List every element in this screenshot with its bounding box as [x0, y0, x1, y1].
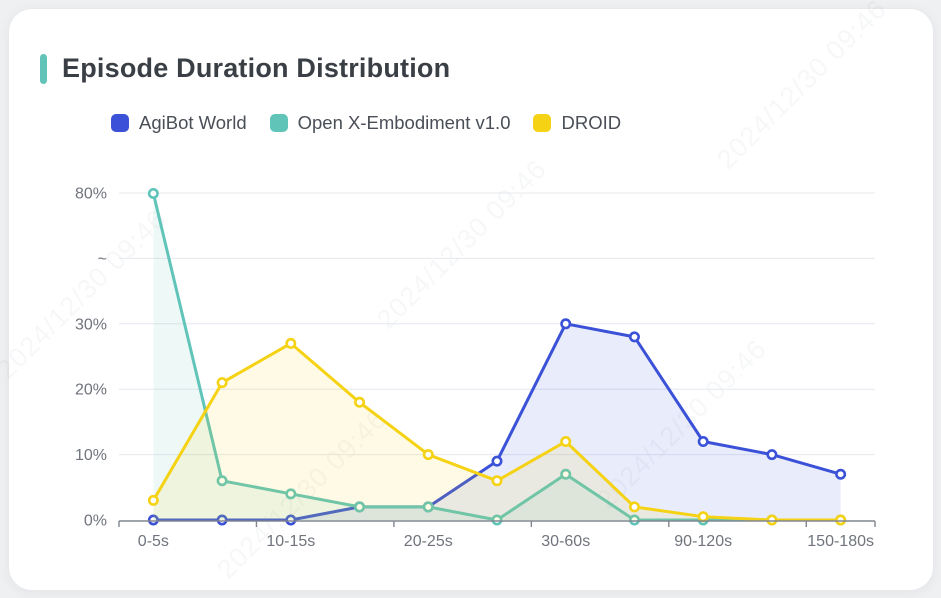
data-point-open-x-embodiment-v1-0-1[interactable]	[216, 475, 228, 487]
x-axis-label: 0-5s	[138, 533, 169, 550]
data-point-open-x-embodiment-v1-0-2[interactable]	[285, 488, 297, 500]
data-point-droid-1[interactable]	[216, 377, 228, 389]
data-point-open-x-embodiment-v1-0-5[interactable]	[491, 514, 503, 526]
data-point-open-x-embodiment-v1-0-7[interactable]	[628, 514, 640, 526]
series-area-droid	[153, 343, 841, 520]
y-axis-label: 20%	[75, 382, 107, 399]
data-point-agibot-world-2[interactable]	[285, 514, 297, 526]
y-axis-label: 10%	[75, 447, 107, 464]
data-point-droid-9[interactable]	[766, 514, 778, 526]
data-point-agibot-world-10[interactable]	[835, 468, 847, 480]
x-axis-label: 30-60s	[541, 533, 590, 550]
x-axis-label: 20-25s	[404, 533, 453, 550]
data-point-droid-2[interactable]	[285, 337, 297, 349]
x-axis	[118, 520, 876, 527]
data-point-agibot-world-9[interactable]	[766, 449, 778, 461]
data-point-open-x-embodiment-v1-0-0[interactable]	[147, 187, 159, 199]
data-point-droid-3[interactable]	[354, 396, 366, 408]
chart-header: Episode Duration Distribution	[40, 53, 450, 84]
chart-legend: AgiBot World Open X-Embodiment v1.0 DROI…	[111, 112, 621, 134]
data-point-droid-5[interactable]	[491, 475, 503, 487]
page-title: Episode Duration Distribution	[62, 53, 451, 83]
data-point-droid-8[interactable]	[697, 511, 709, 523]
data-point-open-x-embodiment-v1-0-3[interactable]	[354, 501, 366, 513]
data-point-droid-10[interactable]	[835, 514, 847, 526]
y-axis-label: 80%	[75, 186, 107, 203]
legend-item-agibot-world[interactable]: AgiBot World	[111, 112, 247, 134]
y-axis-label: ~	[98, 251, 107, 268]
title-accent-bar	[40, 53, 47, 84]
data-point-droid-6[interactable]	[560, 436, 572, 448]
data-point-droid-4[interactable]	[422, 449, 434, 461]
legend-swatch-droid	[533, 114, 552, 132]
series-area-open-x-embodiment-v1-0	[153, 193, 841, 520]
x-axis-label: 90-120s	[674, 533, 732, 550]
data-point-open-x-embodiment-v1-0-4[interactable]	[422, 501, 434, 513]
x-axis-label: 150-180s	[807, 533, 874, 550]
x-axis-label: 10-15s	[266, 533, 315, 550]
legend-swatch-agibot-world	[111, 114, 129, 132]
data-point-droid-0[interactable]	[147, 494, 159, 506]
data-point-agibot-world-6[interactable]	[560, 318, 572, 330]
legend-swatch-open-x-embodiment	[269, 114, 288, 132]
y-axis-label: 30%	[75, 316, 107, 333]
series-droid	[147, 337, 847, 526]
data-point-droid-7[interactable]	[628, 501, 640, 513]
data-point-open-x-embodiment-v1-0-6[interactable]	[560, 468, 572, 480]
legend-label: DROID	[561, 112, 622, 133]
series-area-agibot-world	[153, 323, 841, 520]
legend-label: Open X-Embodiment v1.0	[297, 112, 511, 133]
gridlines	[119, 192, 875, 456]
data-point-agibot-world-1[interactable]	[216, 514, 228, 526]
data-point-agibot-world-7[interactable]	[628, 331, 640, 343]
legend-item-open-x-embodiment[interactable]: Open X-Embodiment v1.0	[269, 112, 511, 134]
y-axis-label: 0%	[84, 513, 107, 530]
data-point-agibot-world-0[interactable]	[147, 514, 159, 526]
data-point-agibot-world-5[interactable]	[491, 455, 503, 467]
legend-item-droid[interactable]: DROID	[533, 112, 621, 134]
legend-label: AgiBot World	[139, 112, 247, 133]
data-point-agibot-world-8[interactable]	[697, 436, 709, 448]
